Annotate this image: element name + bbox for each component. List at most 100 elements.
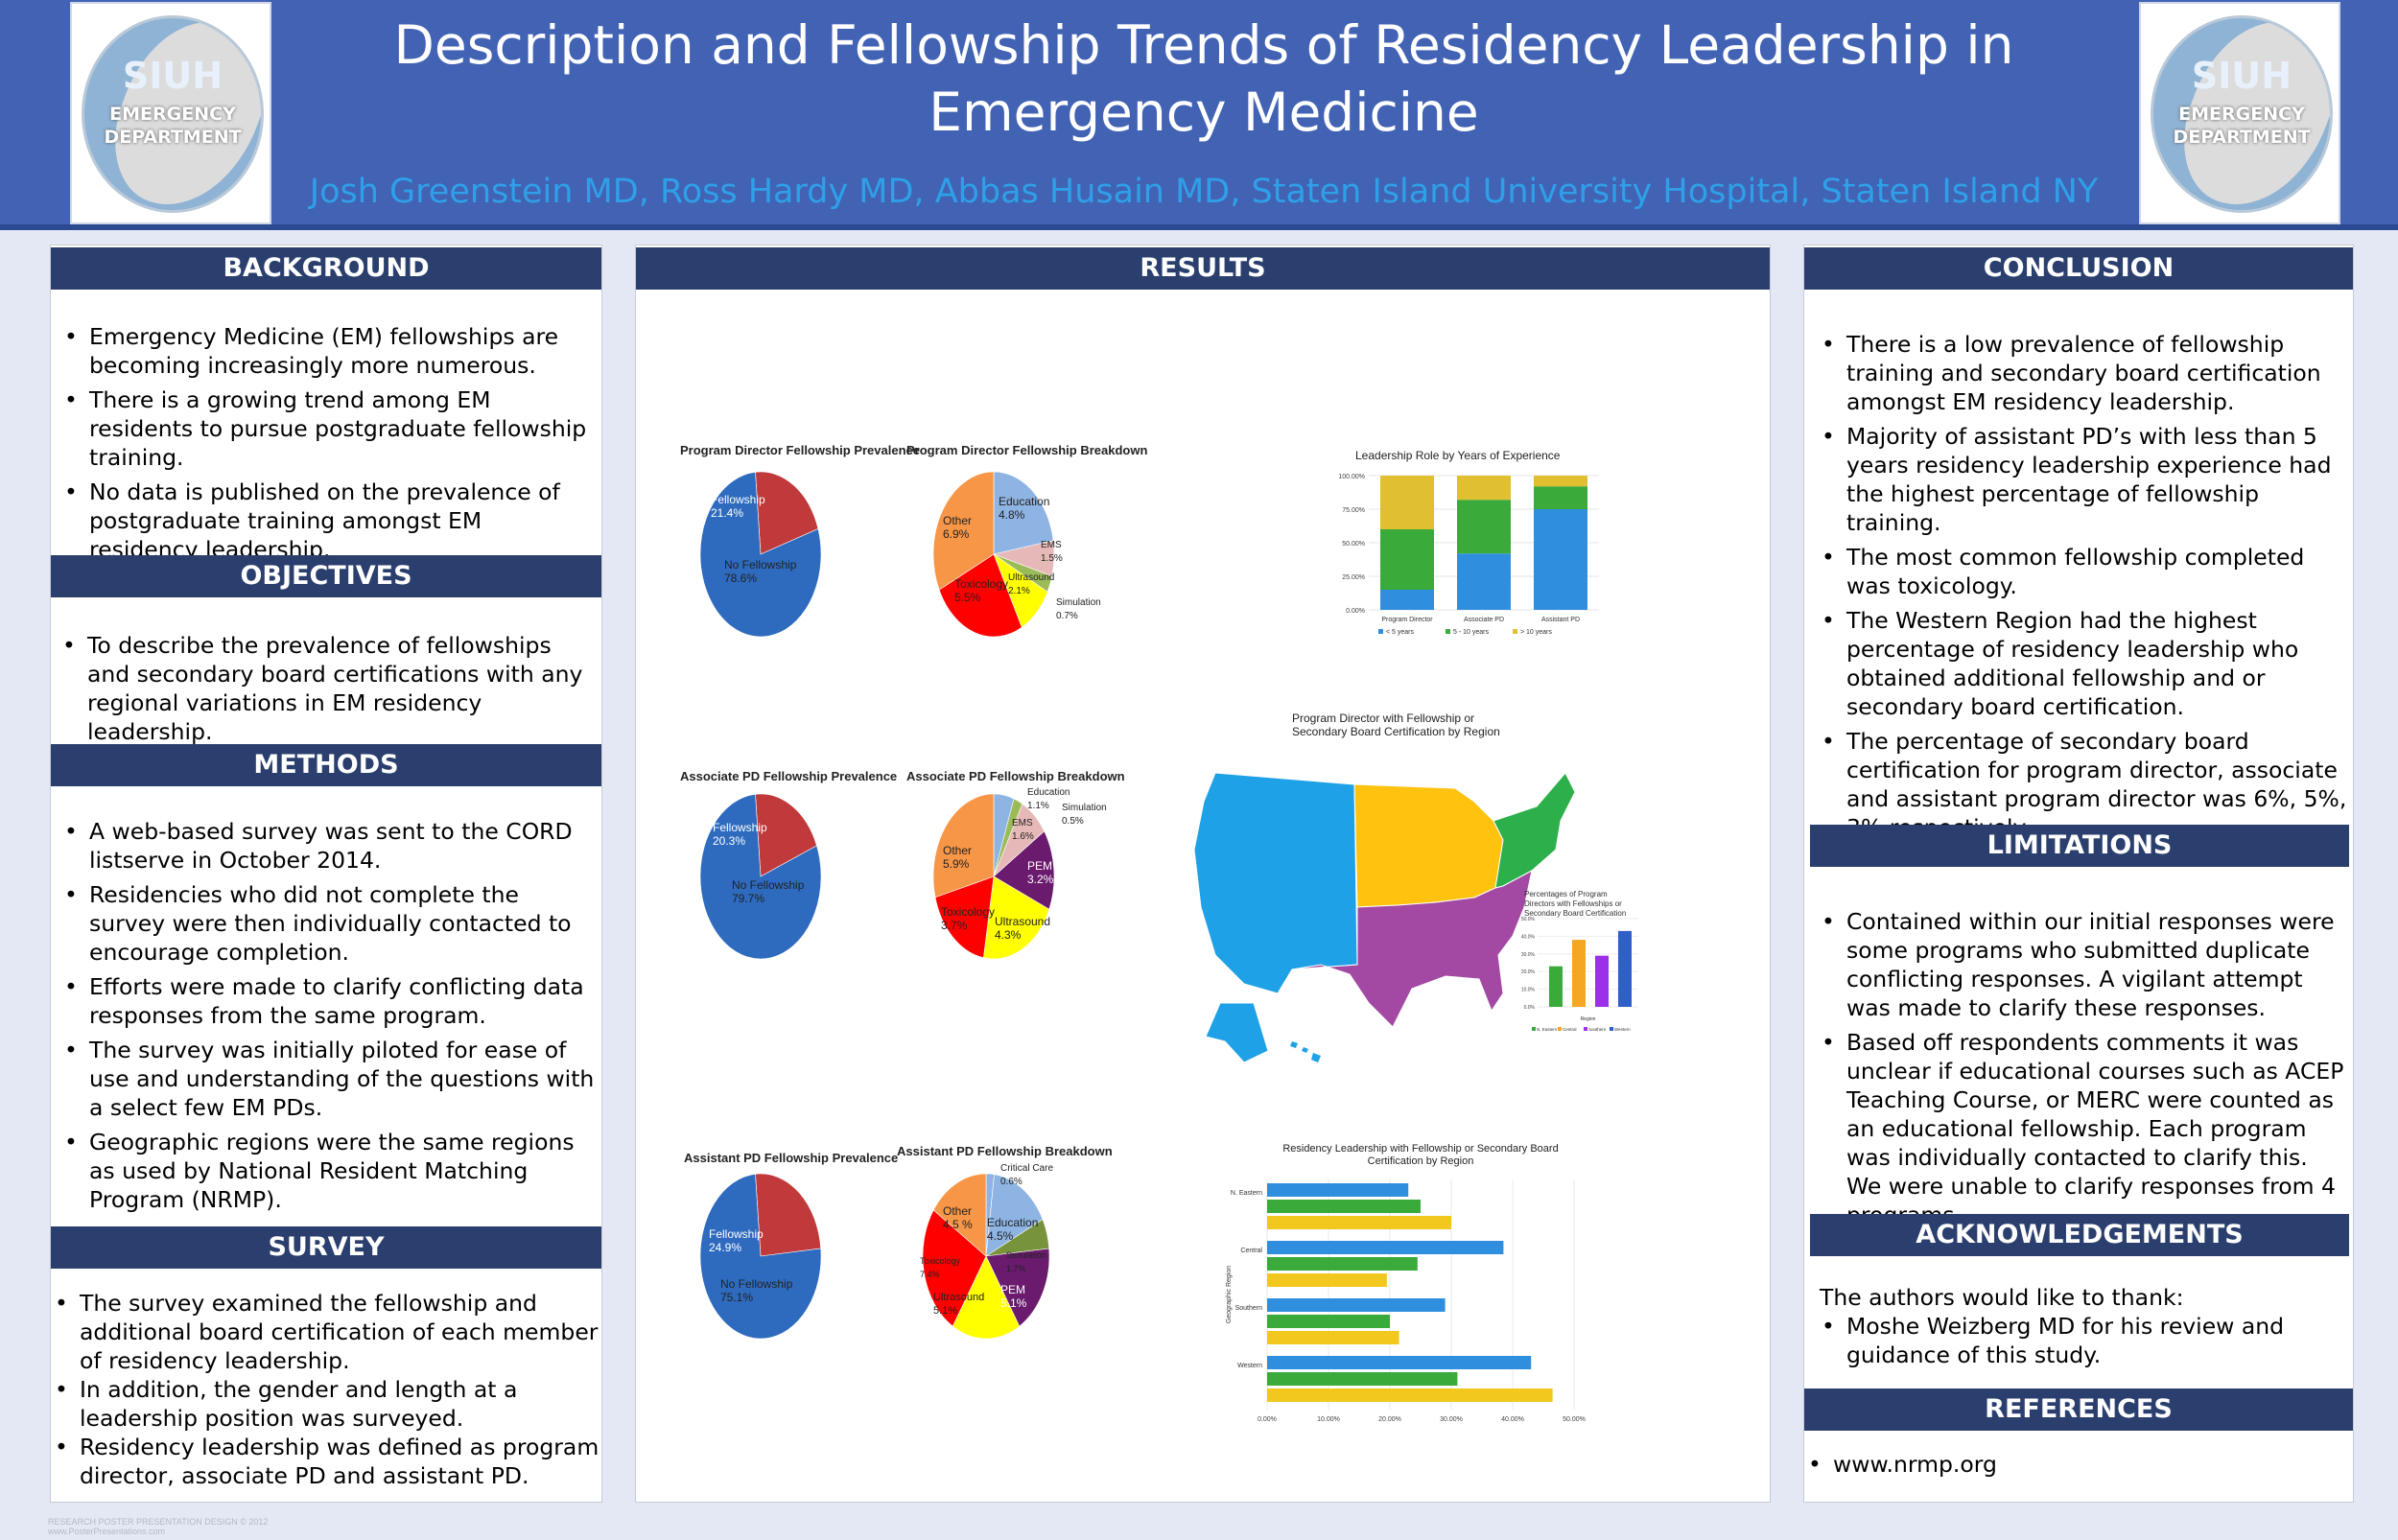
category-label: Associate PD — [1464, 617, 1504, 623]
map-region-western — [1193, 772, 1358, 994]
hbar — [1267, 1241, 1504, 1254]
pie-slice-other — [932, 471, 995, 591]
legend-label: N. Eastern — [1537, 1027, 1558, 1032]
stacked-bar-chart: 0.00% 25.00% 50.00% 75.00% 100.00% Program Di… — [1338, 474, 1599, 636]
list-item: No data is published on the prevalence o… — [60, 478, 598, 564]
objectives-list: To describe the prevalence of fellowship… — [59, 631, 598, 752]
slice-label: Critical Care 0.6% — [1000, 1162, 1053, 1189]
slice-label-value: 3.7% — [941, 919, 968, 932]
list-item: Emergency Medicine (EM) fellowships are … — [60, 322, 598, 380]
slice-label-value: 20.3% — [713, 834, 746, 848]
legend-label: Central — [1563, 1027, 1577, 1032]
slice-label: Simulation 0.5% — [1062, 802, 1107, 828]
chart-title: Program Director Fellowship Breakdown — [906, 443, 1148, 457]
list-item: www.nrmp.org — [1804, 1450, 2341, 1479]
slice-label: Education 4.8% — [999, 495, 1049, 522]
category-label: Central — [1240, 1248, 1262, 1254]
slice-label-value: 1.1% — [1027, 801, 1049, 811]
slice-label: Toxicology 3.7% — [941, 905, 995, 932]
pie-chart-pd-prevalence — [699, 471, 822, 638]
logo-text-department: EMERGENCY DEPARTMENT — [84, 103, 261, 149]
siuh-logo-right: SIUH EMERGENCY DEPARTMENT — [2139, 2, 2340, 224]
pie-slice-fellowship — [755, 471, 819, 555]
slice-label: No Fellowship 75.1% — [720, 1277, 792, 1304]
slice-label-value: 24.9% — [709, 1241, 742, 1254]
logo-disc: SIUH EMERGENCY DEPARTMENT — [2151, 15, 2333, 213]
slice-label-value: 1.6% — [1012, 831, 1034, 842]
map-title-line-1: Program Director with Fellowship or — [1292, 712, 1475, 725]
map-region-central — [1353, 783, 1504, 908]
hbar — [1267, 1315, 1390, 1328]
pie-slice-education — [985, 1174, 1044, 1257]
slice-label-value: 5.9% — [943, 857, 970, 871]
list-item: Geographic regions were the same regions… — [60, 1128, 598, 1214]
slice-label-value: 1.7% — [1006, 1264, 1026, 1273]
list-item: Contained within our initial responses w… — [1818, 907, 2347, 1022]
slice-label-value: 4.5% — [987, 1229, 1014, 1243]
slice-label-value: 0.5% — [1062, 816, 1084, 827]
slice-label: PEM 3.2% — [1027, 859, 1053, 886]
slice-label-name: Ultrasound — [995, 915, 1051, 928]
stacked-bar-segment — [1534, 509, 1587, 610]
slice-label-name: EMS — [1012, 818, 1033, 828]
background-list: Emergency Medicine (EM) fellowships are … — [60, 322, 598, 570]
hbar — [1267, 1257, 1418, 1271]
legend-label: Southern — [1588, 1027, 1607, 1032]
hbar — [1267, 1200, 1421, 1213]
stacked-bar-segment — [1457, 500, 1511, 554]
conclusion-heading: CONCLUSION — [1804, 247, 2353, 290]
poster-header: SIUH EMERGENCY DEPARTMENT Description and… — [0, 0, 2398, 230]
list-item: In addition, the gender and length at a … — [51, 1375, 600, 1433]
map-region-alaska — [1205, 1002, 1269, 1063]
slice-label: Other 4.5 % — [943, 1204, 973, 1231]
slice-label: No Fellowship 79.7% — [732, 878, 804, 905]
legend-label: 5 - 10 years — [1453, 629, 1489, 636]
slice-label-name: Simulation — [1006, 1250, 1047, 1260]
logo-line-department: DEPARTMENT — [104, 127, 242, 148]
slice-label-name: Other — [943, 1204, 973, 1218]
region-bar — [1618, 930, 1632, 1007]
tick-label: 20.00% — [1378, 1416, 1401, 1423]
chart-title: Program Director Fellowship Prevalence — [680, 443, 920, 457]
hbar — [1267, 1298, 1446, 1312]
tick-label: 30.00% — [1440, 1416, 1463, 1423]
tick-label: 50.0% — [1521, 917, 1536, 922]
slice-label-value: 75.1% — [720, 1291, 754, 1304]
category-label: Assistant PD — [1541, 617, 1580, 623]
limitations-heading: LIMITATIONS — [1810, 825, 2349, 867]
region-bar — [1572, 940, 1586, 1007]
us-region-map — [1193, 772, 1576, 1063]
slice-label-name: PEM — [1027, 859, 1053, 873]
list-item: The survey examined the fellowship and a… — [51, 1289, 600, 1375]
slice-label-name: No Fellowship — [720, 1277, 793, 1291]
list-item: There is a low prevalence of fellowship … — [1818, 330, 2347, 416]
legend-swatch — [1446, 629, 1450, 634]
slice-label-value: 3.2% — [1027, 873, 1054, 886]
list-item: The survey was initially piloted for eas… — [60, 1036, 598, 1122]
legend-swatch — [1532, 1027, 1536, 1031]
region-bar — [1595, 955, 1609, 1007]
logo-text-siuh: SIUH — [122, 55, 223, 97]
tick-label: 75.00% — [1342, 507, 1365, 514]
results-column: RESULTS Program Director Fellowship Prev… — [635, 245, 1771, 1503]
slice-label: Other 5.9% — [943, 844, 972, 871]
slice-label-name: Fellowship — [713, 821, 767, 834]
logo-text-department: EMERGENCY DEPARTMENT — [2153, 103, 2330, 149]
slice-label-name: Ultrasound — [933, 1292, 985, 1303]
slice-label: EMS 1.5% — [1041, 539, 1063, 566]
hbar — [1267, 1356, 1532, 1369]
list-item: The most common fellowship completed was… — [1818, 543, 2347, 600]
slice-label: Fellowship 20.3% — [713, 821, 767, 848]
chart-title: Associate PD Fellowship Prevalence — [680, 769, 898, 783]
region-bar-chart: 0.0% 10.0% 20.0% 30.0% 40.0% 50.0% Region N. Ea… — [1521, 917, 1638, 1032]
slice-label-value: 7.4% — [920, 1270, 940, 1279]
slice-label: Toxicology 7.4% — [920, 1254, 960, 1281]
slice-label-name: Simulation — [1062, 803, 1107, 813]
stacked-bar-segment — [1534, 476, 1587, 487]
stacked-bar-segment — [1380, 529, 1434, 590]
legend-swatch — [1610, 1027, 1613, 1031]
axis-label: Region — [1581, 1016, 1596, 1022]
chart-title: Assistant PD Fellowship Breakdown — [897, 1144, 1113, 1158]
left-column: BACKGROUND Emergency Medicine (EM) fello… — [50, 245, 602, 1503]
slice-label-value: 4.3% — [995, 928, 1022, 942]
